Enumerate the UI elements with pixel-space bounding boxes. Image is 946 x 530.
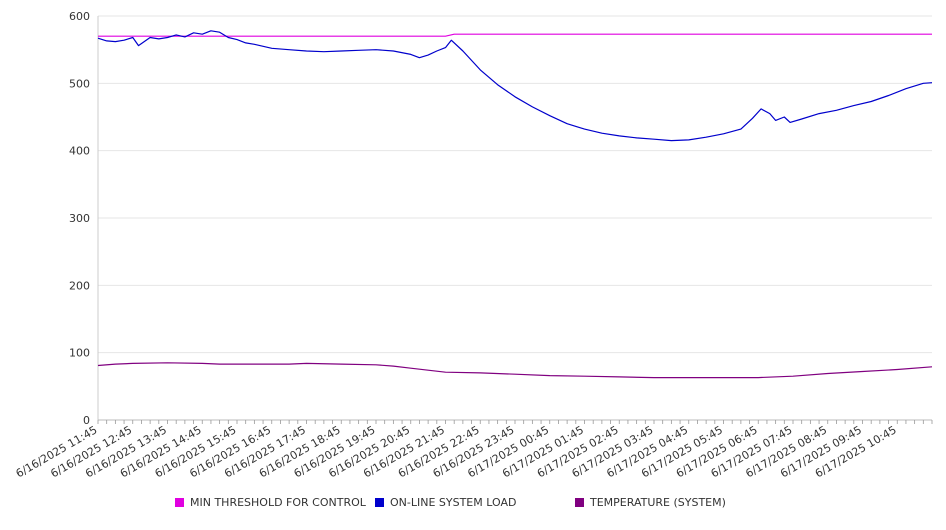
series-line-on-line-system-load: [97, 30, 933, 142]
series-line-min-threshold-for-control: [98, 33, 932, 37]
chart-legend: MIN THRESHOLD FOR CONTROL ON-LINE SYSTEM…: [0, 496, 946, 516]
y-tick-label-500: 500: [69, 77, 90, 90]
legend-swatch-system-load: [375, 498, 384, 507]
legend-item-min-threshold[interactable]: MIN THRESHOLD FOR CONTROL: [175, 496, 366, 509]
legend-label-system-load: ON-LINE SYSTEM LOAD: [390, 496, 517, 509]
series-line-temperature-system: [97, 362, 933, 379]
y-tick-label-600: 600: [69, 10, 90, 23]
y-tick-label-0: 0: [83, 414, 90, 427]
legend-label-min-threshold: MIN THRESHOLD FOR CONTROL: [190, 496, 366, 509]
legend-label-temperature: TEMPERATURE (SYSTEM): [590, 496, 726, 509]
legend-swatch-temperature: [575, 498, 584, 507]
y-tick-label-400: 400: [69, 145, 90, 158]
y-tick-label-100: 100: [69, 347, 90, 360]
y-tick-label-300: 300: [69, 212, 90, 225]
legend-item-system-load[interactable]: ON-LINE SYSTEM LOAD: [375, 496, 516, 509]
legend-item-temperature[interactable]: TEMPERATURE (SYSTEM): [575, 496, 726, 509]
y-tick-label-200: 200: [69, 279, 90, 292]
legend-swatch-min-threshold: [175, 498, 184, 507]
